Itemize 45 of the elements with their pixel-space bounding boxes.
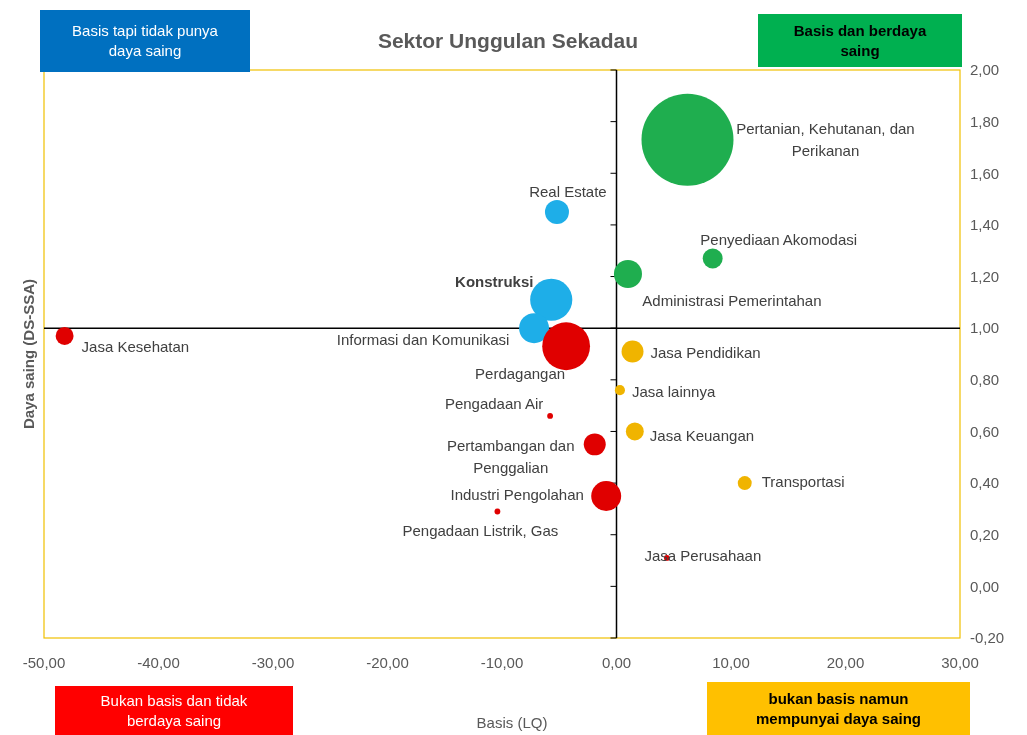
y-tick-label: 1,20 (970, 267, 1000, 285)
x-tick-label: -30,00 (251, 654, 295, 671)
y-tick-label: 1,60 (970, 164, 1000, 182)
y-axis-title: Daya saing (DS-SSA) (20, 278, 37, 430)
series-label: Informasi dan Komunikasi (336, 331, 510, 349)
y-tick-label: 1,40 (970, 216, 1000, 234)
y-tick-label: 0,40 (970, 474, 1000, 492)
chart-title: Sektor Unggulan Sekadau (377, 29, 639, 52)
y-tick-label: 0,80 (970, 371, 1000, 389)
series-label: Real Estate (529, 183, 607, 201)
x-tick-label: 0,00 (601, 654, 632, 671)
series-label: Pertambangan dan Penggalian (446, 436, 575, 476)
series-label: Pengadaan Listrik, Gas (402, 521, 559, 539)
series-label: Pertanian, Kehutanan, dan Perikanan (736, 119, 915, 159)
x-tick-label: 10,00 (712, 654, 750, 671)
x-tick-label: 30,00 (941, 654, 979, 671)
series-label: Jasa Perusahaan (644, 547, 762, 565)
text: bukan basis namun mempunyai daya saing (755, 689, 922, 727)
y-tick-label: 0,20 (970, 525, 1000, 543)
series-label: Jasa Kesehatan (81, 338, 190, 356)
x-tick-label: -40,00 (137, 654, 180, 671)
text: Bukan basis dan tidak berdaya saing (100, 691, 248, 729)
series-label: Transportasi (761, 473, 845, 491)
x-tick-label: 20,00 (826, 654, 865, 671)
series-label: Penyediaan Akomodasi (700, 230, 858, 248)
x-tick-label: -50,00 (22, 654, 66, 671)
y-tick-label: -0,20 (970, 629, 1005, 647)
y-tick-label: 1,80 (970, 112, 1000, 130)
x-axis-title: Basis (LQ) (476, 714, 548, 731)
series-label: Industri Pengolahan (450, 486, 584, 504)
y-tick-label: 1,00 (970, 319, 1000, 337)
series-label: Perdagangan (475, 364, 566, 382)
y-tick-label: 0,60 (970, 422, 1000, 440)
series-label: Jasa lainnya (631, 383, 716, 401)
y-tick-label: 0,00 (970, 577, 1000, 595)
text: Basis tapi tidak punya daya saing (72, 22, 219, 60)
x-tick-label: -10,00 (480, 654, 524, 671)
y-tick-label: 2,00 (970, 61, 1000, 79)
series-label: Jasa Pendidikan (650, 343, 761, 361)
series-label: Administrasi Pemerintahan (642, 292, 822, 310)
series-label: Pengadaan Air (444, 395, 544, 413)
text: Basis dan berdaya saing (793, 21, 927, 59)
series-label: Konstruksi (455, 273, 534, 291)
series-label: Jasa Keuangan (649, 426, 755, 444)
x-tick-label: -20,00 (366, 654, 409, 671)
